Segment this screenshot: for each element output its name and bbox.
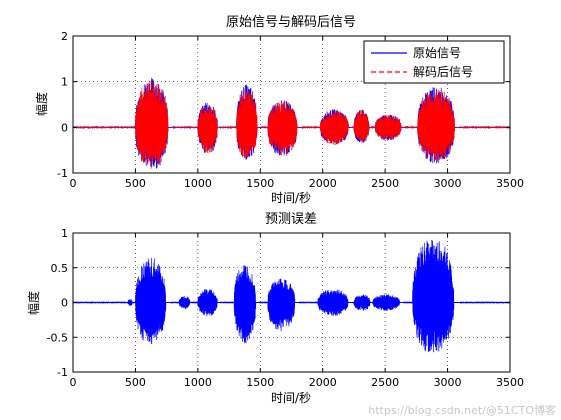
y-tick-label: -1 [57,366,68,379]
y-tick-label: 1 [61,227,68,240]
y-tick-label: 2 [61,30,68,43]
y-tick-label: 1 [61,76,68,89]
y-axis-label-top: 幅度 [34,92,49,116]
x-axis-label-top: 时间/秒 [271,191,311,205]
y-axis-label-bottom: 幅度 [26,291,41,315]
x-tick-label: 0 [70,177,77,190]
x-tick-label: 1500 [246,177,274,190]
chart-title-top: 原始信号与解码后信号 [226,15,356,30]
x-tick-label: 1000 [184,177,212,190]
x-tick-label: 3500 [496,376,524,389]
x-tick-label: 0 [70,376,77,389]
x-tick-label: 2000 [309,376,337,389]
y-tick-label: 0 [61,297,68,310]
y-tick-label: -0.5 [47,331,68,344]
x-tick-label: 3000 [434,376,462,389]
chart-title-bottom: 预测误差 [265,212,317,227]
axes-bottom: 0 500 1000 1500 2000 2500 3000 3500-1-0.500.51 … [26,212,524,405]
frame-top [72,35,511,174]
y-tick-label: 0.5 [51,262,69,275]
series-line-error [72,239,511,353]
x-tick-label: 3000 [434,177,462,190]
y-tick-label: -1 [57,167,68,180]
x-tick-label: 2500 [371,376,399,389]
signal-bottom [72,239,511,353]
x-tick-label: 500 [125,376,146,389]
x-tick-label: 2000 [309,177,337,190]
x-tick-label: 500 [125,177,146,190]
legend-box [363,40,505,84]
x-axis-label-bottom: 时间/秒 [271,391,311,405]
x-tick-label: 3500 [496,177,524,190]
ticks-bottom: 0 500 1000 1500 2000 2500 3000 3500 -1 -0.5 0 0.5 1 [47,227,524,389]
legend-label-decoded: 解码后信号 [413,65,473,79]
signal-top [72,77,511,169]
x-tick-label: 1500 [246,376,274,389]
x-tick-label: 1000 [184,376,212,389]
series-line-decoded [72,80,511,169]
watermark: https://blog.csdn.net/@51CTO博客 [368,403,556,417]
x-tick-label: 2500 [371,177,399,190]
legend-label-original: 原始信号 [413,46,461,60]
legend: 原始信号 解码后信号 [363,40,505,84]
y-tick-label: 0 [61,121,68,134]
